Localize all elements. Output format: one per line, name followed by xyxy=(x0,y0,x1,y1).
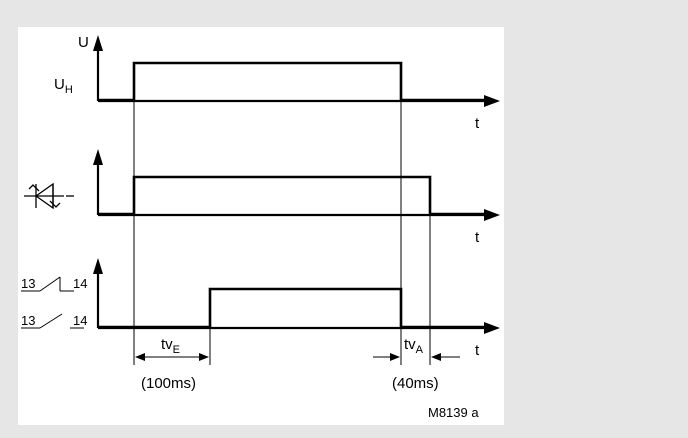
tva-value: (40ms) xyxy=(392,375,439,392)
tva-arrow-right xyxy=(431,353,441,361)
voltage-signal xyxy=(98,61,486,102)
output-axis-arrow xyxy=(93,149,103,165)
contact-no-symbol-icon: 13 14 xyxy=(21,276,87,292)
u-axis-label: U xyxy=(78,34,89,51)
tve-arrow-right xyxy=(199,353,209,361)
t-label-2: t xyxy=(475,229,480,246)
drawing-id: M8139 a xyxy=(428,405,479,420)
contact-signal xyxy=(98,287,486,329)
timing-diagram: U UH t t t 13 14 xyxy=(21,34,500,420)
output-signal xyxy=(98,175,486,216)
tve-arrow-left xyxy=(135,353,145,361)
svg-text:14: 14 xyxy=(73,313,87,328)
contact-nc-symbol-icon: 13 14 xyxy=(21,313,87,329)
svg-text:14: 14 xyxy=(73,276,87,291)
u-axis-arrow xyxy=(93,35,103,51)
t-label-3: t xyxy=(475,342,480,359)
t-label-1: t xyxy=(475,115,480,132)
contact-axis-arrow xyxy=(93,258,103,274)
tva-label: tvA xyxy=(404,336,424,356)
t-axis-3-arrow xyxy=(484,322,500,334)
t-axis-2-arrow xyxy=(484,209,500,221)
t-axis-1-arrow xyxy=(484,95,500,107)
tve-value: (100ms) xyxy=(141,375,196,392)
timing-diagram-panel: U UH t t t 13 14 xyxy=(18,27,504,425)
thyristor-symbol-icon xyxy=(24,182,74,210)
svg-text:13: 13 xyxy=(21,276,35,291)
tva-arrow-left xyxy=(390,353,400,361)
svg-text:13: 13 xyxy=(21,313,35,328)
uh-level-label: UH xyxy=(54,76,73,96)
tve-label: tvE xyxy=(161,336,180,356)
